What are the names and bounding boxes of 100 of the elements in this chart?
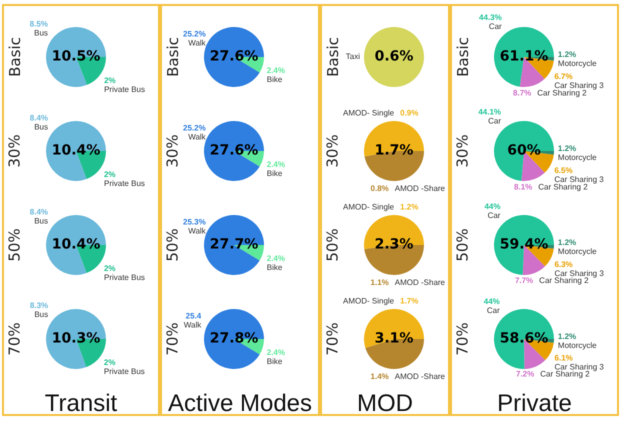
data-label: 6.3%	[554, 260, 573, 269]
data-label: 8.7%	[513, 88, 532, 98]
data-label: 25.4	[186, 312, 202, 321]
text: Active Modes	[166, 390, 314, 418]
data-label: 1.4%	[370, 372, 389, 381]
data-label: 1.2%	[558, 144, 576, 153]
data-label: 0.9%	[400, 108, 418, 118]
text: 10.5%	[52, 48, 100, 65]
data-label: 6.1%	[554, 354, 573, 363]
data-label: 1.2%	[558, 332, 576, 341]
data-label: 2%	[104, 170, 116, 180]
slice-label: Car Sharing 3	[554, 81, 604, 90]
text: MOD	[356, 390, 414, 418]
data-label: 6.7%	[554, 72, 573, 82]
text: 10.4%	[52, 142, 100, 159]
slice-label: Car Sharing 2	[538, 182, 588, 192]
text: 58.6%	[500, 330, 548, 347]
slice-label: Walk	[188, 132, 207, 142]
slice-label: Car	[488, 116, 502, 126]
text: 61.1%	[500, 48, 548, 65]
text: Private	[496, 390, 573, 418]
text: 59.4%	[500, 236, 548, 253]
data-label: 1.7%	[400, 296, 418, 306]
slice-label: Motorcycle	[558, 58, 598, 68]
data-label: 2%	[104, 264, 116, 274]
slice-label: Walk	[184, 320, 202, 330]
text: 27.6%	[210, 142, 258, 159]
slice-label: Private Bus	[104, 367, 145, 376]
data-label: 25.2%	[182, 30, 206, 39]
data-label: 2.4%	[266, 160, 285, 169]
data-label: 8.3%	[30, 301, 48, 310]
text: 70%	[164, 322, 182, 356]
text: Basic	[6, 37, 24, 77]
slice-label: Car Sharing 2	[539, 276, 590, 285]
slice-label: Walk	[188, 38, 207, 48]
text: 10.4%	[52, 236, 100, 253]
slice-label: Bus	[34, 122, 48, 132]
slice-label: Motorcycle	[558, 340, 598, 350]
data-label: 25.3%	[182, 218, 206, 227]
text: 50%	[164, 228, 182, 262]
text: 3.1%	[374, 330, 414, 347]
text: 30%	[324, 134, 342, 168]
text: 30%	[164, 134, 182, 168]
slice-label: Bus	[34, 216, 48, 226]
slice-label: AMOD -Share	[394, 372, 446, 381]
slice-label: Car Sharing 2	[537, 88, 588, 98]
slice-label: AMOD -Share	[394, 184, 446, 194]
slice-label: AMOD- Single	[343, 108, 395, 118]
text: Basic	[164, 37, 182, 77]
data-label: 44.1%	[478, 108, 502, 117]
slice-label: Private Bus	[104, 84, 145, 94]
slice-label: Bike	[266, 168, 283, 178]
data-label: 2.4%	[266, 348, 285, 357]
data-label: 25.2%	[182, 124, 206, 133]
slice-label: Private Bus	[104, 273, 145, 282]
slice-label: Bike	[266, 74, 283, 84]
slice-label: AMOD- Single	[343, 202, 395, 212]
slice-label: Car Sharing 3	[554, 362, 604, 372]
data-label: 1.2%	[558, 50, 576, 59]
text: 2.3%	[374, 236, 414, 253]
slice-label: Bus	[34, 28, 48, 38]
data-label: 8.1%	[514, 182, 532, 192]
data-label: 6.5%	[554, 166, 573, 176]
data-label: 1.1%	[370, 278, 389, 288]
text: 70%	[324, 322, 342, 356]
text: Transit	[44, 390, 118, 418]
data-label: 2.4%	[266, 254, 285, 263]
text: 10.3%	[52, 330, 100, 347]
text: 27.8%	[210, 330, 258, 347]
data-label: 7.2%	[516, 370, 534, 379]
slice-label: Car	[488, 211, 501, 220]
text: Basic	[324, 37, 342, 77]
slice-label: AMOD- Single	[343, 296, 395, 306]
text: 50%	[6, 228, 24, 262]
text: 0.6%	[374, 48, 414, 65]
slice-label: Walk	[188, 226, 207, 236]
data-label: 44%	[484, 202, 500, 212]
text: 70%	[6, 322, 24, 356]
slice-label: Private Bus	[104, 179, 145, 188]
data-label: 44.3%	[479, 13, 502, 22]
text: 30%	[6, 134, 24, 168]
data-label: 1.2%	[400, 202, 418, 212]
slice-label: Car	[488, 22, 502, 32]
text: 50%	[324, 228, 342, 262]
text: 27.7%	[210, 236, 258, 253]
slice-label: Motorcycle	[558, 246, 598, 256]
data-label: 8.4%	[30, 113, 48, 122]
text: 1.7%	[374, 142, 414, 159]
data-label: 1.2%	[558, 238, 576, 247]
text: 60%	[507, 142, 541, 159]
slice-label: Motorcycle	[558, 152, 598, 162]
slice-label: Bike	[266, 262, 283, 272]
text: Basic	[454, 37, 472, 77]
data-label: 2.4%	[266, 66, 285, 75]
slice-label: AMOD -Share	[394, 278, 446, 288]
text: 70%	[454, 322, 472, 356]
text: 50%	[454, 228, 472, 262]
data-label: 8.4%	[30, 207, 48, 216]
slice-label: Car Sharing 3	[554, 175, 604, 184]
data-label: 44%	[484, 296, 500, 306]
